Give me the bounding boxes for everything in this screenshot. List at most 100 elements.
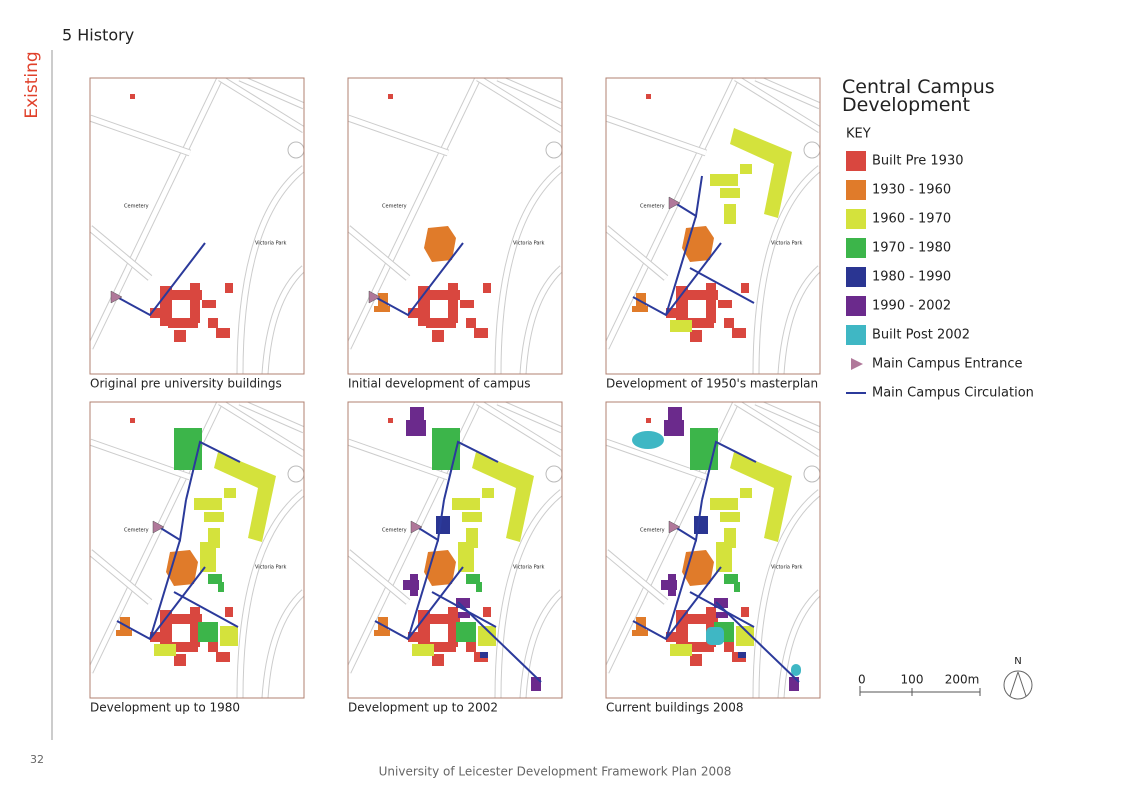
road <box>520 266 562 374</box>
roundabout <box>287 465 304 483</box>
circulation <box>149 539 181 640</box>
road <box>606 226 668 280</box>
building <box>724 642 734 652</box>
building <box>412 644 434 656</box>
building <box>741 283 749 293</box>
building <box>448 283 458 323</box>
road <box>495 166 562 374</box>
scale-label: 200m <box>945 673 980 687</box>
key-label: 1930 - 1960 <box>872 183 951 198</box>
map: Cemetery Victoria Park <box>90 402 304 698</box>
map-label: Cemetery <box>382 528 407 534</box>
road <box>90 115 191 156</box>
map-frame <box>605 401 821 699</box>
building <box>720 512 740 522</box>
key-label: 1990 - 2002 <box>872 299 951 314</box>
map-label: Cemetery <box>640 528 665 534</box>
map-frame <box>347 77 563 375</box>
road <box>348 226 410 280</box>
roundabout <box>287 141 304 159</box>
building <box>736 626 754 646</box>
map-panel: Cemetery Victoria Park <box>347 77 563 375</box>
building <box>670 320 692 332</box>
key-label: Main Campus Circulation <box>872 386 1034 401</box>
building <box>636 617 646 631</box>
road <box>90 226 152 280</box>
building <box>684 318 714 328</box>
building <box>458 542 474 572</box>
key-label: Main Campus Entrance <box>872 357 1023 372</box>
road <box>734 78 820 133</box>
footer: University of Leicester Development Fram… <box>379 765 732 779</box>
map: Cemetery Victoria Park <box>606 78 820 374</box>
road <box>90 550 152 604</box>
building <box>168 318 198 328</box>
road <box>218 402 304 457</box>
building <box>714 598 728 608</box>
building <box>706 627 724 645</box>
road <box>495 490 562 698</box>
building <box>430 290 460 300</box>
north-label: N <box>1014 656 1021 667</box>
road <box>734 402 820 457</box>
map-panel: Cemetery Victoria Park <box>89 77 305 375</box>
building <box>225 607 233 617</box>
road <box>90 78 223 350</box>
panel-caption: Original pre university buildings <box>90 377 282 391</box>
building <box>172 290 202 300</box>
circulation <box>457 601 542 683</box>
building <box>154 644 176 656</box>
road <box>476 402 562 457</box>
north-arrow <box>1009 671 1027 697</box>
map-label: Cemetery <box>124 528 149 534</box>
key-swatch <box>846 151 866 171</box>
building <box>452 498 480 510</box>
map-panel: Cemetery Victoria Park <box>605 77 821 375</box>
road <box>754 402 820 433</box>
building <box>200 542 216 572</box>
map-label: Victoria Park <box>255 241 286 247</box>
building <box>168 642 198 652</box>
building <box>740 488 752 498</box>
map-frame <box>347 401 563 699</box>
building <box>730 452 792 542</box>
building <box>472 452 534 542</box>
building <box>458 612 470 618</box>
building <box>198 622 218 642</box>
building <box>426 642 456 652</box>
key-swatch <box>846 325 866 345</box>
road <box>90 439 191 480</box>
building <box>466 574 480 584</box>
entrance <box>668 520 681 534</box>
building <box>724 204 736 224</box>
building <box>730 128 792 218</box>
map: Cemetery Victoria Park <box>348 78 562 374</box>
road <box>348 439 449 480</box>
road <box>476 78 562 133</box>
entrance <box>410 520 423 534</box>
building <box>190 607 200 647</box>
building <box>408 308 422 318</box>
road <box>496 402 562 433</box>
panel-caption: Development up to 1980 <box>90 701 240 715</box>
key-label: 1960 - 1970 <box>872 212 951 227</box>
road <box>754 78 820 109</box>
map-label: Victoria Park <box>771 565 802 571</box>
building <box>668 574 676 596</box>
page-number: 32 <box>30 753 44 766</box>
building <box>474 328 488 338</box>
key-swatch <box>846 296 866 316</box>
scale-label: 100 <box>901 673 924 687</box>
building <box>483 283 491 293</box>
building <box>646 418 651 423</box>
road <box>606 439 707 480</box>
building <box>716 612 728 618</box>
building <box>406 420 426 436</box>
key-heading: KEY <box>846 127 871 142</box>
building <box>456 622 476 642</box>
building <box>460 300 474 308</box>
building <box>130 418 135 423</box>
panel-caption: Development up to 2002 <box>348 701 498 715</box>
map-label: Cemetery <box>124 204 149 210</box>
map: Cemetery Victoria Park <box>348 402 562 698</box>
